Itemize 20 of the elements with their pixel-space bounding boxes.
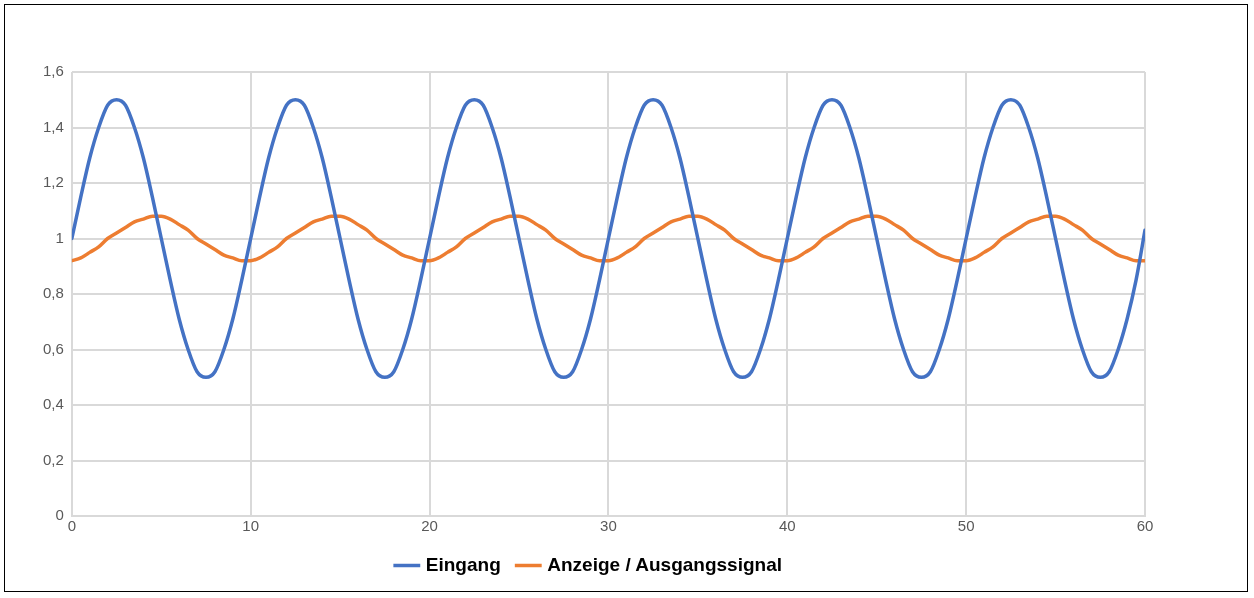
y-tick-label: 1	[55, 228, 64, 246]
y-tick-label: 0	[55, 506, 64, 524]
x-tick-label: 0	[67, 517, 77, 535]
line-series	[71, 98, 1145, 379]
x-tick-label: 50	[957, 517, 975, 535]
x-tick-label: 60	[1136, 517, 1154, 535]
line-series	[71, 214, 1145, 263]
x-tick-label: 40	[778, 517, 796, 535]
y-tick-label: 0,6	[42, 339, 64, 357]
x-tick-label: 20	[421, 517, 438, 535]
y-tick-label: 1,6	[42, 62, 64, 80]
y-tick-label: 0,8	[42, 284, 64, 302]
y-tick-label: 1,4	[42, 117, 64, 135]
legend-label: Eingang	[425, 553, 501, 575]
y-tick-label: 0,2	[42, 450, 64, 468]
x-tick-label: 10	[242, 517, 260, 535]
legend-label: Anzeige / Ausgangssignal	[547, 553, 782, 575]
x-tick-label: 30	[600, 517, 617, 535]
y-tick-label: 0,4	[42, 395, 64, 413]
y-tick-label: 1,2	[42, 173, 64, 191]
